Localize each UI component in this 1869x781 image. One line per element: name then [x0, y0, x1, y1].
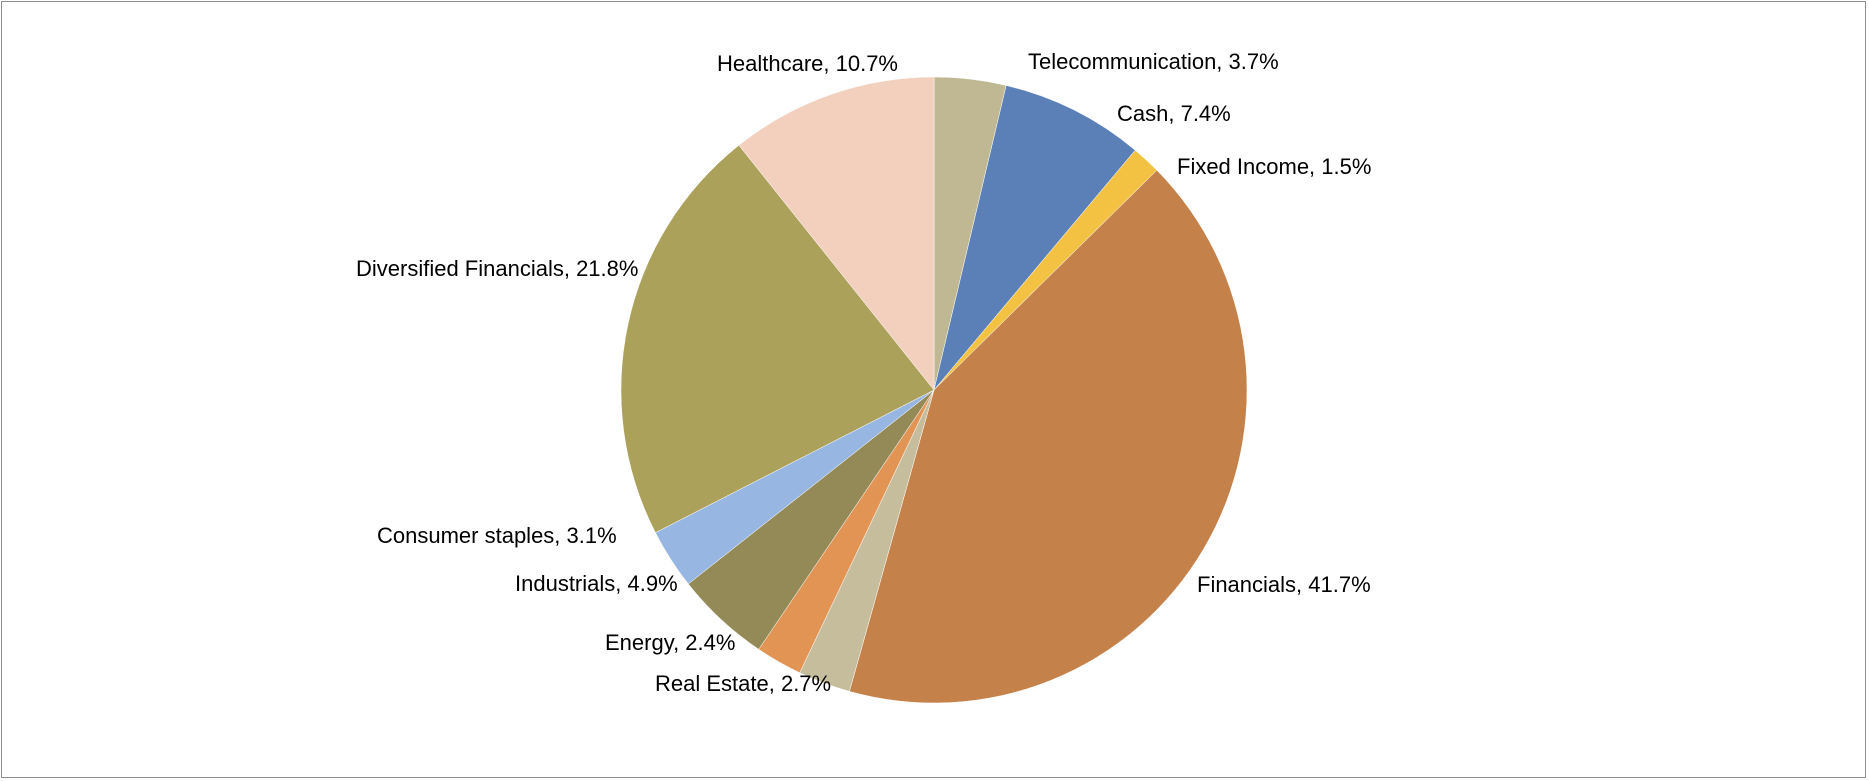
data-label-fixed-income: Fixed Income, 1.5% [1177, 154, 1371, 179]
pie-slices [620, 76, 1248, 704]
data-label-consumer-staples: Consumer staples, 3.1% [377, 523, 617, 548]
data-label-real-estate: Real Estate, 2.7% [655, 671, 831, 696]
data-label-diversified-financials: Diversified Financials, 21.8% [356, 256, 638, 281]
pie-slice-healthcare [738, 76, 935, 391]
data-label-financials: Financials, 41.7% [1197, 572, 1371, 597]
data-label-healthcare: Healthcare, 10.7% [717, 51, 898, 76]
data-label-telecommunication: Telecommunication, 3.7% [1028, 49, 1279, 74]
pie-labels: Telecommunication, 3.7% Cash, 7.4% Fixed I… [356, 49, 1371, 696]
data-label-industrials: Industrials, 4.9% [515, 571, 678, 596]
pie-slice-financials [849, 169, 1248, 704]
data-label-cash: Cash, 7.4% [1117, 101, 1231, 126]
data-label-energy: Energy, 2.4% [605, 630, 735, 655]
pie-slice-cash [933, 85, 1136, 391]
pie-slice-diversified-financials [620, 144, 935, 534]
